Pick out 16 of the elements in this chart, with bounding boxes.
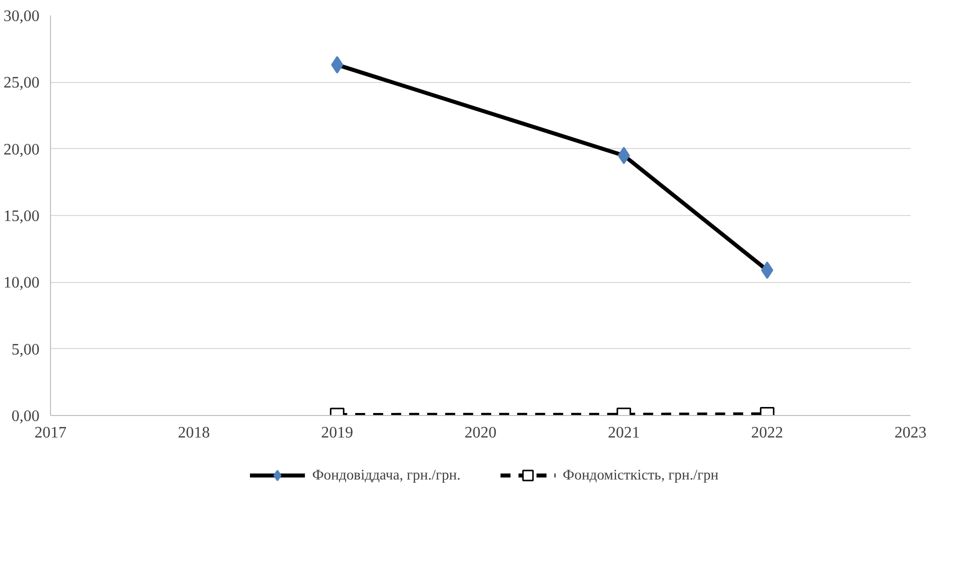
x-tick-label: 2017 (34, 424, 66, 442)
y-tick-label: 5,00 (12, 341, 40, 358)
legend-label: Фондомісткість, грн./грн (562, 468, 719, 484)
x-tick-label: 2018 (178, 424, 210, 442)
y-tick-label: 15,00 (4, 208, 40, 225)
x-tick-label: 2023 (894, 424, 926, 442)
y-tick-label: 30,00 (4, 8, 40, 25)
x-tick-label: 2022 (751, 424, 784, 442)
y-tick-label: 20,00 (4, 141, 40, 158)
x-tick-label: 2019 (321, 424, 354, 442)
y-tick-label: 25,00 (4, 74, 40, 92)
x-tick-label: 2021 (608, 424, 640, 442)
y-tick-label: 10,00 (4, 274, 40, 292)
x-tick-label: 2020 (464, 424, 496, 442)
legend-label: Фондовіддача, грн./грн. (312, 468, 461, 484)
y-tick-label: 0,00 (12, 408, 40, 425)
